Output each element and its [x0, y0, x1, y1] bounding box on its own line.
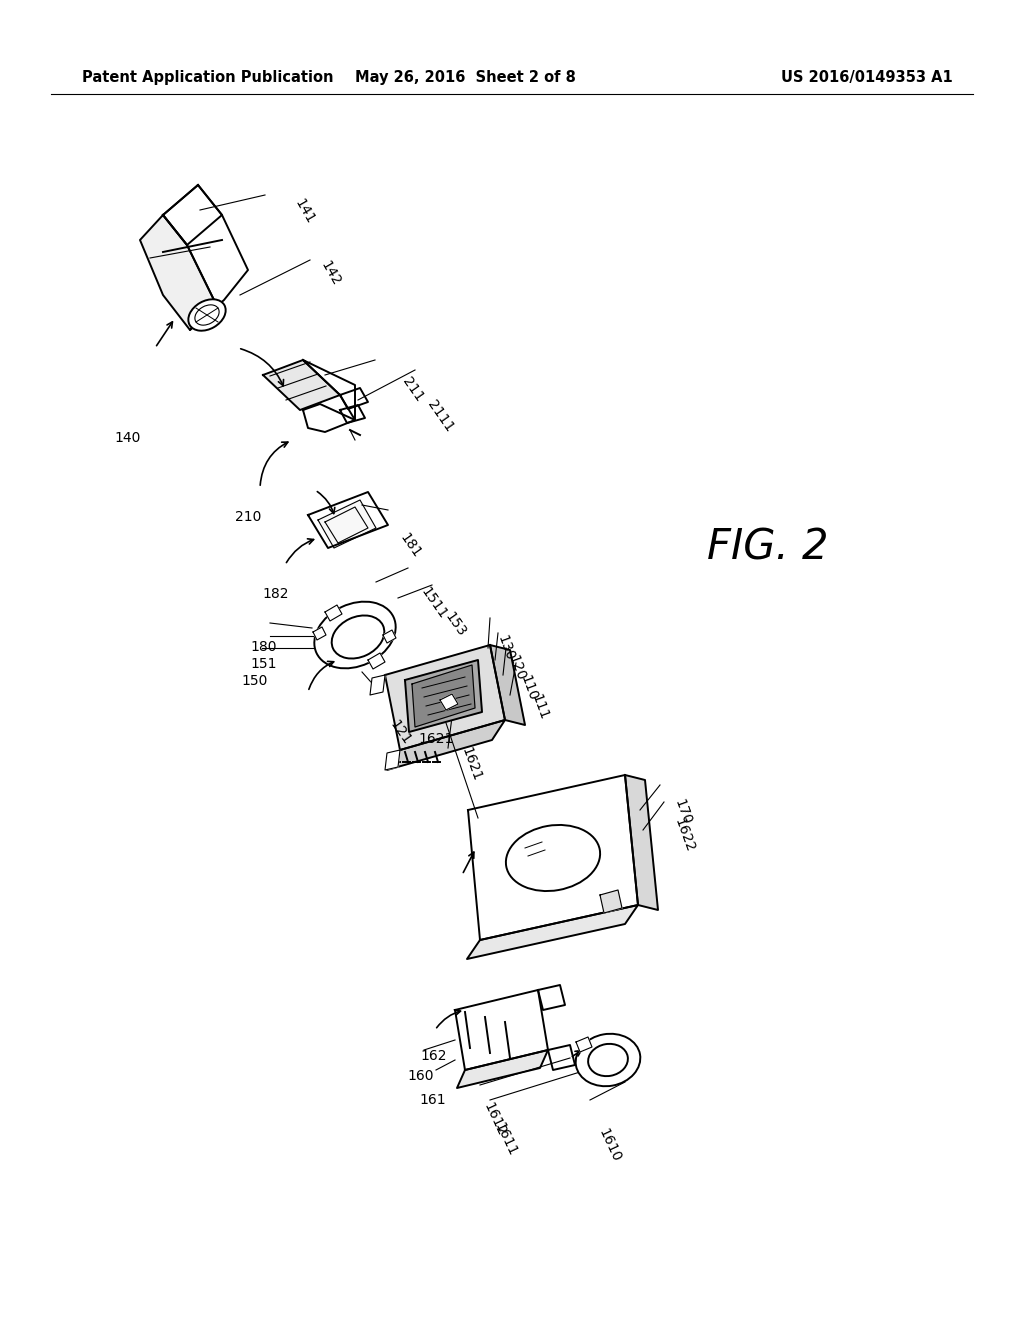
Text: 180: 180: [250, 640, 276, 653]
Text: 1511: 1511: [418, 585, 450, 622]
Text: 1621: 1621: [459, 746, 484, 783]
Polygon shape: [163, 185, 248, 330]
Text: 1610: 1610: [596, 1127, 624, 1164]
Polygon shape: [340, 405, 365, 422]
Polygon shape: [538, 985, 565, 1010]
Polygon shape: [163, 185, 222, 246]
Polygon shape: [440, 694, 458, 710]
Text: 1611: 1611: [492, 1121, 519, 1158]
Text: 160: 160: [408, 1069, 434, 1082]
Polygon shape: [490, 645, 525, 725]
Polygon shape: [325, 605, 342, 620]
Polygon shape: [368, 653, 385, 669]
Polygon shape: [600, 890, 622, 913]
Ellipse shape: [314, 602, 395, 668]
Polygon shape: [340, 388, 368, 409]
Text: May 26, 2016  Sheet 2 of 8: May 26, 2016 Sheet 2 of 8: [355, 70, 577, 86]
Text: US 2016/0149353 A1: US 2016/0149353 A1: [780, 70, 952, 86]
Text: 211: 211: [399, 375, 426, 404]
Text: 182: 182: [262, 587, 289, 601]
Text: 120: 120: [506, 653, 528, 682]
Polygon shape: [548, 1045, 575, 1071]
Polygon shape: [467, 906, 638, 960]
Polygon shape: [303, 360, 355, 420]
Text: 151: 151: [250, 657, 276, 671]
Text: 153: 153: [442, 610, 469, 639]
Text: 121: 121: [387, 718, 414, 747]
Polygon shape: [308, 492, 388, 548]
Text: 1621: 1621: [418, 733, 454, 746]
Text: FIG. 2: FIG. 2: [707, 527, 828, 569]
Polygon shape: [303, 404, 355, 432]
Text: 141: 141: [292, 197, 317, 226]
Polygon shape: [318, 500, 376, 548]
Polygon shape: [575, 1038, 592, 1052]
Polygon shape: [387, 719, 505, 770]
Text: 130: 130: [495, 634, 517, 663]
Ellipse shape: [506, 825, 600, 891]
Ellipse shape: [588, 1044, 628, 1076]
Polygon shape: [385, 645, 505, 750]
Text: 150: 150: [242, 675, 268, 688]
Text: 2111: 2111: [425, 397, 457, 434]
Text: 161: 161: [420, 1093, 446, 1106]
Polygon shape: [263, 360, 340, 411]
Polygon shape: [406, 660, 482, 733]
Polygon shape: [457, 1049, 548, 1088]
Polygon shape: [383, 630, 396, 643]
Text: 170: 170: [672, 797, 694, 826]
Polygon shape: [455, 990, 548, 1071]
Text: 111: 111: [528, 693, 551, 722]
Polygon shape: [385, 750, 400, 770]
Text: 1622: 1622: [672, 817, 697, 854]
Ellipse shape: [332, 615, 384, 659]
Polygon shape: [370, 675, 385, 696]
Text: 1612: 1612: [480, 1101, 508, 1138]
Text: 140: 140: [115, 432, 141, 445]
Text: 142: 142: [317, 259, 343, 288]
Ellipse shape: [188, 300, 225, 331]
Polygon shape: [313, 627, 326, 640]
Text: 162: 162: [420, 1049, 446, 1063]
Text: 110: 110: [517, 673, 540, 702]
Text: Patent Application Publication: Patent Application Publication: [82, 70, 334, 86]
Polygon shape: [625, 775, 658, 909]
Ellipse shape: [195, 305, 219, 325]
Ellipse shape: [575, 1034, 640, 1086]
Polygon shape: [412, 665, 475, 727]
Polygon shape: [140, 215, 214, 330]
Text: 181: 181: [397, 531, 424, 560]
Text: 210: 210: [234, 511, 261, 524]
Polygon shape: [468, 775, 638, 940]
